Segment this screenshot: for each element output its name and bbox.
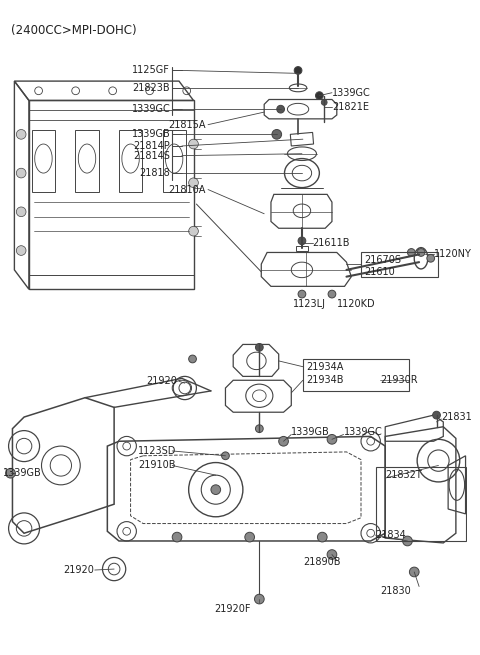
Circle shape <box>6 468 15 478</box>
Text: 21832T: 21832T <box>385 470 422 480</box>
Circle shape <box>189 355 196 363</box>
Circle shape <box>16 168 26 178</box>
Text: 1339GB: 1339GB <box>132 129 170 140</box>
Circle shape <box>315 92 323 100</box>
Circle shape <box>328 290 336 298</box>
Text: 1120NY: 1120NY <box>433 250 471 259</box>
Text: 1339GB: 1339GB <box>3 468 42 478</box>
Circle shape <box>327 434 337 444</box>
Circle shape <box>189 178 198 187</box>
Text: 1339GB: 1339GB <box>291 426 330 437</box>
Text: 1120KD: 1120KD <box>337 299 375 309</box>
Circle shape <box>317 533 327 542</box>
Circle shape <box>189 227 198 236</box>
Circle shape <box>172 533 182 542</box>
Circle shape <box>245 533 254 542</box>
Text: 21920: 21920 <box>146 376 177 386</box>
Text: 21890B: 21890B <box>303 557 340 567</box>
Text: 21814S: 21814S <box>133 151 170 160</box>
Text: 21920: 21920 <box>63 565 94 575</box>
Text: 21920F: 21920F <box>214 604 251 614</box>
Circle shape <box>254 594 264 604</box>
Circle shape <box>417 249 425 256</box>
Circle shape <box>327 550 337 559</box>
Text: 21834: 21834 <box>375 530 406 540</box>
Text: 21611B: 21611B <box>312 238 350 248</box>
Text: 1123LJ: 1123LJ <box>293 299 326 309</box>
Text: 21814P: 21814P <box>133 141 170 151</box>
Text: 21818: 21818 <box>140 168 170 178</box>
Text: 21815A: 21815A <box>168 120 206 130</box>
Text: 1123SD: 1123SD <box>138 446 177 456</box>
Text: 21934A: 21934A <box>306 362 343 371</box>
Circle shape <box>321 100 327 105</box>
Circle shape <box>222 452 229 460</box>
Text: 21823B: 21823B <box>132 83 170 93</box>
Circle shape <box>409 567 419 577</box>
Circle shape <box>16 207 26 217</box>
Text: 21831: 21831 <box>441 412 472 422</box>
Circle shape <box>408 249 415 256</box>
Text: 1339GC: 1339GC <box>132 104 170 114</box>
Circle shape <box>427 254 434 262</box>
Text: (2400CC>MPI-DOHC): (2400CC>MPI-DOHC) <box>11 24 136 37</box>
Text: 1125GF: 1125GF <box>132 66 170 75</box>
Circle shape <box>16 130 26 140</box>
Text: 1339GC: 1339GC <box>344 426 383 437</box>
Circle shape <box>272 130 282 140</box>
Circle shape <box>277 105 285 113</box>
Circle shape <box>279 436 288 446</box>
Text: 21910B: 21910B <box>138 460 176 470</box>
Text: 21810A: 21810A <box>168 185 206 195</box>
Circle shape <box>298 237 306 245</box>
Circle shape <box>255 343 263 351</box>
Text: 1339GC: 1339GC <box>332 88 371 98</box>
Circle shape <box>432 411 440 419</box>
Circle shape <box>189 140 198 149</box>
Circle shape <box>294 67 302 74</box>
Circle shape <box>403 536 412 546</box>
Text: 21934B: 21934B <box>306 375 343 385</box>
Circle shape <box>211 485 221 495</box>
Text: 21821E: 21821E <box>332 102 369 112</box>
Circle shape <box>16 246 26 255</box>
Circle shape <box>298 290 306 298</box>
Text: 21830: 21830 <box>380 586 411 596</box>
Text: 21610: 21610 <box>364 267 395 277</box>
Text: 21930R: 21930R <box>380 375 418 385</box>
Text: 21670S: 21670S <box>364 255 401 265</box>
Circle shape <box>255 425 263 432</box>
